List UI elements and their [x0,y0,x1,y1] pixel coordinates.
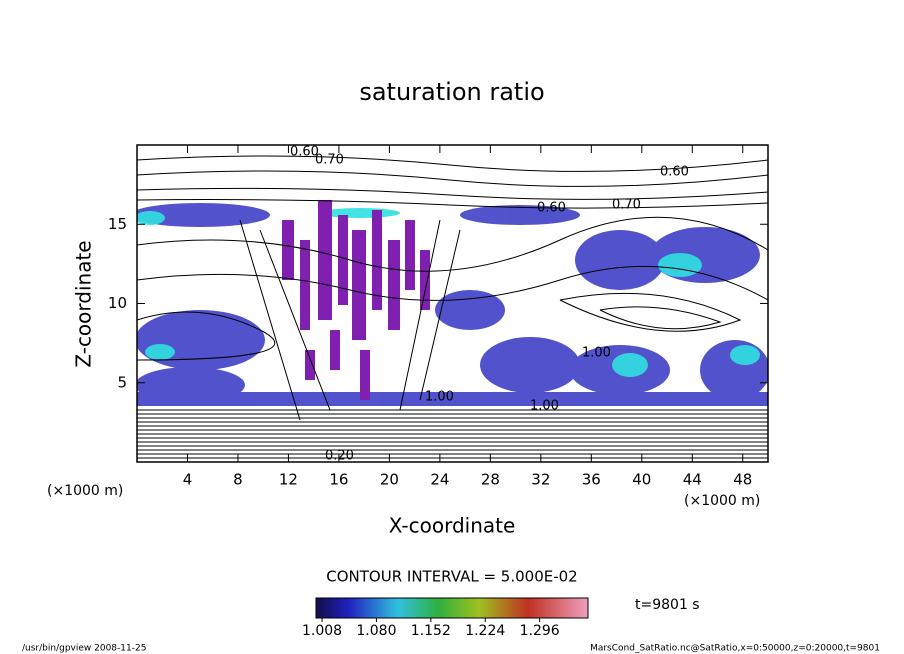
contour-label: 0.70 [612,198,641,213]
y-axis-label: Z-coordinate [72,240,96,367]
x-tick-label: 44 [683,471,702,489]
contour-field [137,145,768,462]
contour-interval: CONTOUR INTERVAL = 5.000E-02 [326,568,577,586]
colorbar-tick-label: 1.008 [302,623,342,639]
colorbar-tick-label: 1.224 [465,623,505,639]
contour-label: 0.70 [315,153,344,168]
x-tick-label: 40 [632,471,651,489]
contour-label: 0.60 [660,165,689,180]
colorbar-tick-label: 1.296 [520,623,560,639]
colorbar-tick-label: 1.152 [411,623,451,639]
x-tick-label: 8 [233,471,243,489]
x-axis-label: X-coordinate [389,514,516,538]
y-units: (×1000 m) [47,483,123,499]
x-tick-label: 36 [582,471,601,489]
contour-label: 1.00 [530,399,559,414]
x-tick-label: 24 [430,471,449,489]
x-tick-label: 4 [183,471,193,489]
x-tick-label: 48 [733,471,752,489]
x-tick-label: 20 [380,471,399,489]
contour-label: 1.00 [582,346,611,361]
y-tick-label: 15 [108,215,127,233]
contour-label: 0.60 [290,145,319,160]
chart-title: saturation ratio [359,78,544,106]
colorbar [315,597,589,619]
colorbar-tick-label: 1.080 [356,623,396,639]
footer-left: /usr/bin/gpview 2008-11-25 [22,644,146,654]
y-tick-label: 5 [117,373,127,391]
footer-right: MarsCond_SatRatio.nc@SatRatio,x=0:50000,… [590,644,880,654]
contour-label: 1.00 [425,390,454,405]
time-label: t=9801 s [635,597,700,613]
x-units: (×1000 m) [684,493,760,509]
x-tick-label: 12 [279,471,298,489]
x-tick-label: 16 [329,471,348,489]
y-tick-label: 10 [108,294,127,312]
x-tick-label: 28 [481,471,500,489]
contour-label: 0.20 [325,449,354,464]
contour-label: 0.60 [537,201,566,216]
x-tick-label: 32 [531,471,550,489]
